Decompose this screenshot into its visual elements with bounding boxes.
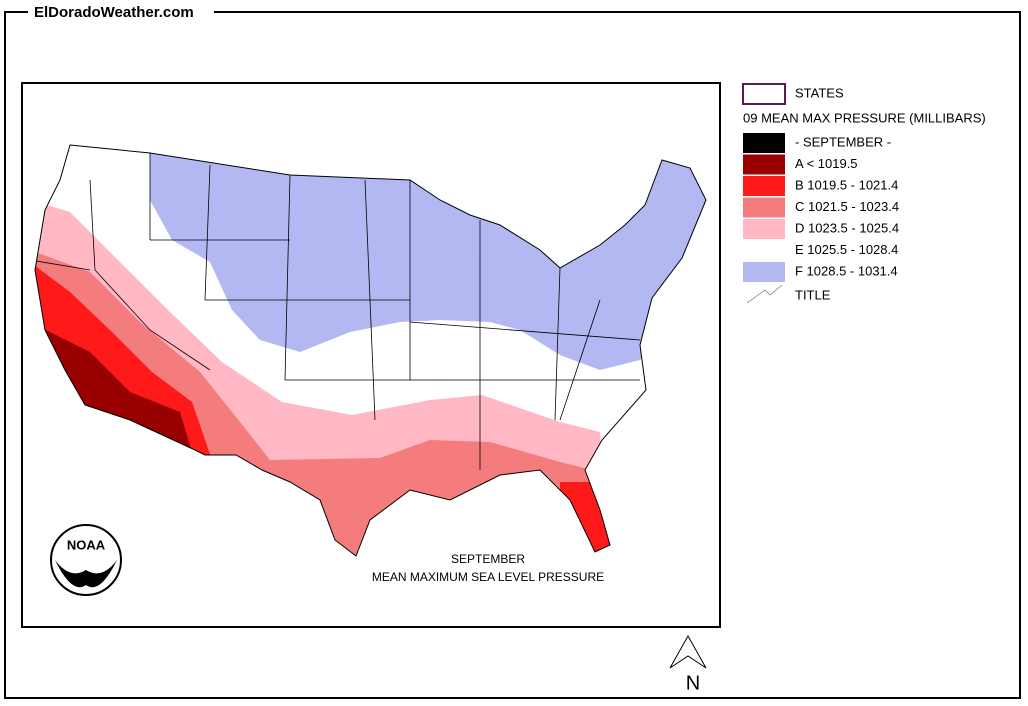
legend-swatch	[743, 197, 785, 218]
legend-swatch	[743, 176, 785, 196]
title-icon	[746, 284, 783, 304]
logo-text: NOAA	[67, 537, 106, 552]
legend-swatch	[743, 154, 785, 175]
caption: MEAN MAXIMUM SEA LEVEL PRESSURE	[372, 570, 604, 584]
legend-label: C 1021.5 - 1023.4	[795, 199, 899, 214]
frame	[4, 11, 1021, 699]
caption: SEPTEMBER	[451, 552, 525, 566]
legend-swatch	[743, 219, 785, 239]
north-arrow	[669, 634, 707, 669]
noaa-bird	[55, 560, 117, 588]
legend-swatch	[743, 262, 785, 282]
state-lines	[35, 153, 641, 470]
band	[35, 250, 620, 556]
legend-heading: 09 MEAN MAX PRESSURE (MILLIBARS)	[743, 110, 986, 125]
legend-label: B 1019.5 - 1021.4	[795, 177, 898, 192]
north-label: N	[686, 672, 700, 694]
site-title: ElDoradoWeather.com	[34, 4, 194, 21]
us-outline	[34, 144, 707, 557]
legend-label: F 1028.5 - 1031.4	[795, 263, 898, 278]
legend-label: STATES	[795, 85, 844, 100]
states-swatch	[742, 83, 786, 105]
legend: STATES 09 MEAN MAX PRESSURE (MILLIBARS) …	[742, 83, 986, 304]
legend-swatch	[743, 240, 785, 261]
title-bg	[28, 3, 214, 23]
legend-swatch	[743, 133, 785, 153]
legend-label: A < 1019.5	[795, 156, 858, 171]
legend-label: D 1023.5 - 1025.4	[795, 220, 899, 235]
legend-label: - SEPTEMBER -	[795, 134, 891, 149]
band	[35, 200, 620, 556]
legend-label: TITLE	[795, 287, 831, 302]
legend-label: E 1025.5 - 1028.4	[795, 242, 898, 257]
